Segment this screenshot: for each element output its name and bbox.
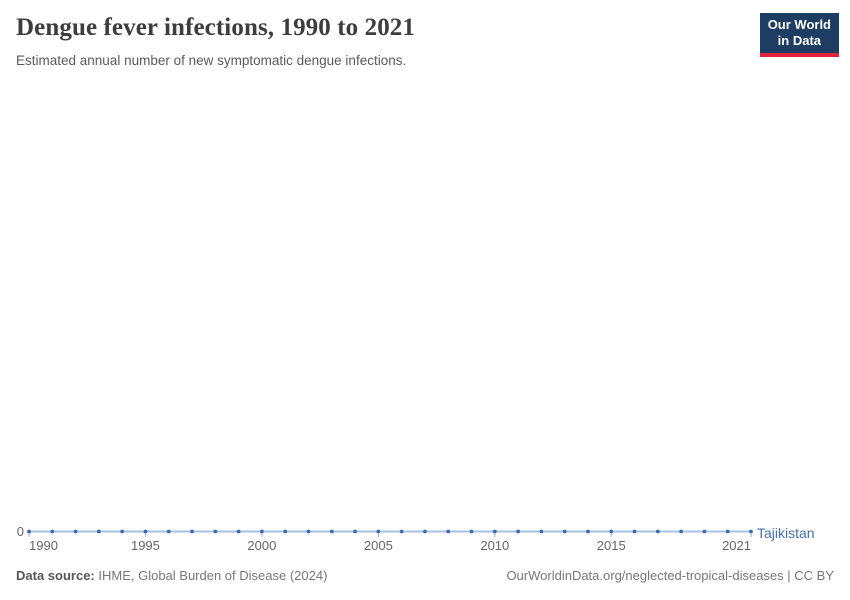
data-point-2012[interactable] [539,529,544,534]
x-axis-label-2021: 2021 [722,538,751,553]
data-point-1999[interactable] [236,529,241,534]
data-point-1995[interactable] [143,529,148,534]
data-point-2002[interactable] [306,529,311,534]
data-point-2014[interactable] [586,529,590,534]
data-point-2004[interactable] [353,529,357,534]
data-point-1993[interactable] [96,529,101,534]
owid-logo[interactable]: Our World in Data [759,13,839,57]
owid-logo-line2: in Data [777,33,822,49]
data-point-2013[interactable] [562,529,567,534]
series-label-tajikistan[interactable]: Tajikistan [757,524,815,541]
x-axis-label-1990: 1990 [29,538,58,553]
data-point-1996[interactable] [166,529,171,534]
x-axis-label-2005: 2005 [363,538,393,553]
data-point-2021[interactable] [749,529,753,534]
x-axis-label-1995: 1995 [130,538,160,553]
x-axis-label-2010: 2010 [480,538,510,553]
data-source-text: IHME, Global Burden of Disease (2024) [94,568,328,583]
footer-citation-link[interactable]: OurWorldinData.org/neglected-tropical-di… [506,568,834,583]
y-axis-zero-label: 0 [16,524,24,539]
chart-title: Dengue fever infections, 1990 to 2021 [16,14,416,41]
chart-footer: Data source: IHME, Global Burden of Dise… [16,568,834,583]
data-point-2009[interactable] [469,529,474,534]
data-point-1998[interactable] [213,529,218,534]
owid-logo-line1: Our World [767,17,831,32]
data-point-2003[interactable] [329,529,334,534]
data-point-2011[interactable] [516,529,520,534]
data-point-2007[interactable] [423,529,427,534]
data-point-1994[interactable] [120,529,125,534]
data-point-2016[interactable] [632,529,637,534]
data-point-1990[interactable] [27,529,31,534]
x-axis-label-2015: 2015 [596,538,626,553]
data-point-2020[interactable] [725,529,730,534]
chart-subtitle: Estimated annual number of new symptomat… [16,53,407,68]
data-point-2015[interactable] [609,529,614,534]
data-point-2000[interactable] [260,529,264,534]
data-source-note: Data source: IHME, Global Burden of Dise… [16,568,327,583]
data-source-label: Data source: [16,568,95,583]
data-point-2010[interactable] [492,529,497,534]
data-point-2017[interactable] [655,529,660,534]
data-point-2018[interactable] [679,529,684,534]
data-point-1991[interactable] [50,529,55,534]
x-axis-label-2000: 2000 [247,538,277,553]
data-point-2019[interactable] [702,529,707,534]
data-point-2006[interactable] [399,529,404,534]
data-point-2005[interactable] [376,529,381,534]
data-point-1997[interactable] [190,529,194,534]
data-point-2008[interactable] [446,529,451,534]
data-point-1992[interactable] [73,529,78,534]
data-point-2001[interactable] [283,529,288,534]
